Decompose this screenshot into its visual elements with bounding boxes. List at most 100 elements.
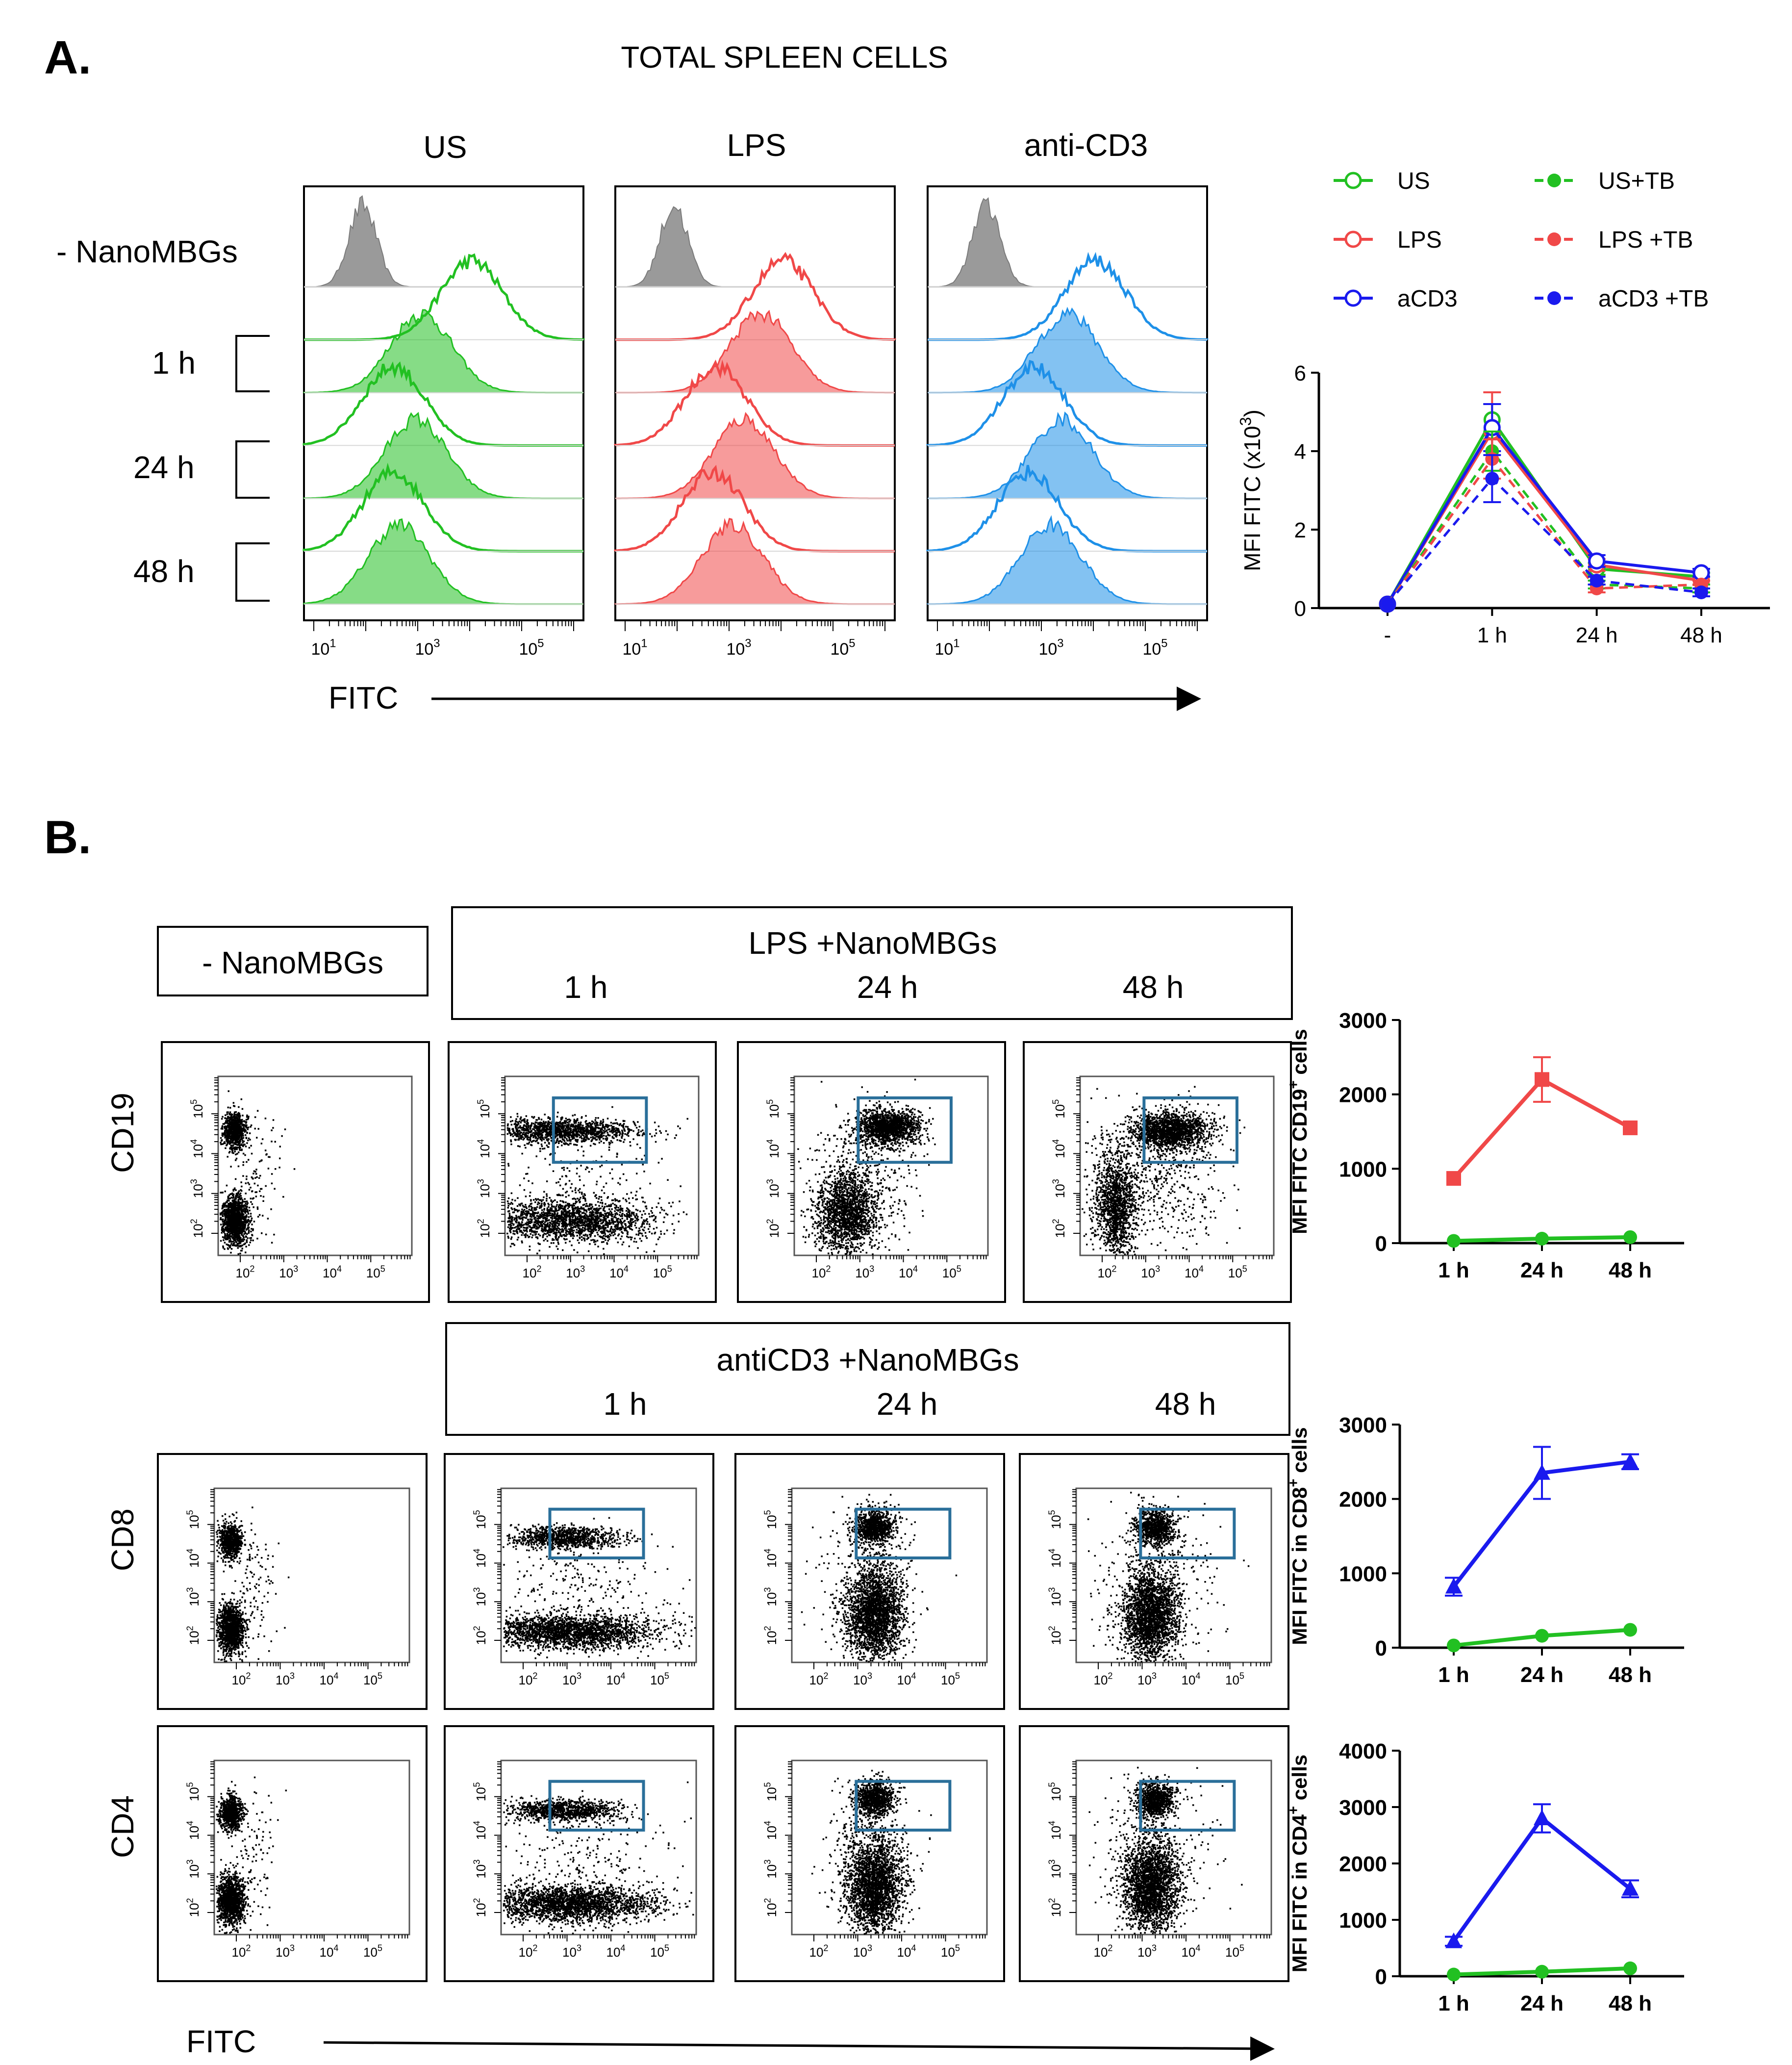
dotplot-xtick-text: 105 <box>366 1264 385 1280</box>
legend-label-2: aCD3 <box>1397 286 1458 312</box>
dotplot-inner-frame <box>213 1759 410 1936</box>
dotplot-xtick-text: 103 <box>1137 1671 1157 1687</box>
dotplot-xtick-text: 104 <box>606 1671 625 1687</box>
dot-cloud <box>1088 1766 1243 1935</box>
dotplot-xtick: 104 <box>897 1943 916 1960</box>
dotplot-xtick-text: 103 <box>276 1943 295 1960</box>
hist-ticklabel-lps-1-text: 103 <box>726 637 751 659</box>
row-label-24h: 24 h <box>133 450 195 485</box>
dotplot-ytick-text: 102 <box>476 1219 492 1238</box>
point-mfi_cd19-1-1 <box>1535 1231 1549 1246</box>
y-tick-label-mfi_cd8: 2000 <box>1339 1488 1387 1512</box>
dotplot-xtick: 105 <box>650 1671 669 1687</box>
point-mfi_total-2-2 <box>1588 552 1606 570</box>
dotplot-xtick-text: 105 <box>650 1943 669 1960</box>
dotplot-ytick-text: 105 <box>472 1510 488 1529</box>
dotplot-ytick-text: 105 <box>1047 1510 1063 1529</box>
hist-negative-us <box>303 195 583 287</box>
hist-ticklabel-us-2: 105 <box>519 637 544 659</box>
row-label-negative: - NanoMBGs <box>56 234 238 269</box>
dotplot-xtick-text: 102 <box>1093 1943 1112 1960</box>
hist-ticklabel-lps-2: 105 <box>830 637 855 659</box>
dotplot-ytick-text: 102 <box>1047 1626 1063 1645</box>
dot-cloud <box>801 1494 958 1663</box>
y-label-mfi_cd19: MFI FITC CD19+ cells <box>1286 1029 1311 1234</box>
dotplot-ytick: 104 <box>185 1821 202 1840</box>
dotplot-xtick-text: 102 <box>231 1943 251 1960</box>
dotplot-xtick-text: 102 <box>231 1671 251 1687</box>
gate-box <box>1139 1780 1236 1832</box>
dotplot-ytick-text: 104 <box>765 1139 782 1158</box>
dotplot-xtick: 105 <box>650 1943 669 1960</box>
dotplot-ytick-text: 104 <box>1047 1821 1063 1840</box>
dotplot-outer-frame <box>1019 1725 1289 1982</box>
lps-header-box <box>451 906 1293 1020</box>
hist-panel-us: 101 103 105 <box>303 185 585 659</box>
dotplot-xtick: 104 <box>319 1943 338 1960</box>
point-mfi_cd4-0-2 <box>1622 1880 1639 1896</box>
dot-cloud <box>220 1090 296 1255</box>
dotplot-inner-frame <box>213 1487 410 1663</box>
dotplot-ytick: 102 <box>189 1219 205 1238</box>
dotplot-ytick: 104 <box>189 1139 205 1158</box>
dotplot-xtick: 102 <box>809 1943 828 1960</box>
lps-time-48h: 48 h <box>1123 969 1184 1005</box>
dotplot-ytick: 105 <box>185 1782 202 1801</box>
dotplot-ytick: 102 <box>1047 1626 1063 1645</box>
dotplot-ytick: 104 <box>476 1139 492 1158</box>
mfi-total-chart: 0 2 4 6 - 1 h 24 h 48 h MFI FITC (x103) US LPS aCD3… <box>1237 168 1770 647</box>
x-tick-label-mfi_cd19: 24 h <box>1520 1258 1564 1282</box>
point-mfi_cd8-1-1 <box>1535 1629 1549 1643</box>
gate-box <box>552 1096 648 1164</box>
dotplot-xtick-text: 102 <box>809 1671 828 1687</box>
legend-label-3: US+TB <box>1598 168 1675 194</box>
dotplot-xtick-text: 104 <box>609 1264 629 1280</box>
series-line-mfi_total-2 <box>1386 425 1702 605</box>
gate-box <box>855 1507 952 1560</box>
dotplot-ytick: 104 <box>185 1549 202 1568</box>
dotplot-xtick: 104 <box>897 1671 916 1687</box>
dotplot-outer-frame <box>734 1453 1005 1710</box>
dotplot-xtick: 105 <box>941 1671 960 1687</box>
dotplot-ytick: 103 <box>185 1587 202 1606</box>
dotplot-ytick-text: 105 <box>762 1510 779 1529</box>
dotplot-xtick-text: 105 <box>941 1671 960 1687</box>
dotplot-ytick-text: 102 <box>762 1626 779 1645</box>
dotplot-ytick-text: 102 <box>472 1626 488 1645</box>
row-label-cd8: CD8 <box>105 1508 140 1571</box>
dotplot-xtick: 105 <box>363 1671 382 1687</box>
dotplot-ytick: 105 <box>476 1099 492 1119</box>
dotplot-xtick-text: 105 <box>363 1671 382 1687</box>
dotplot-ytick: 102 <box>762 1898 779 1917</box>
x-tick-label-mfi_total: 48 h <box>1680 623 1722 647</box>
dotplot-xtick: 105 <box>1225 1671 1244 1687</box>
col-title-anticd3: anti-CD3 <box>1024 127 1148 163</box>
hist-ticklabel-us-1: 103 <box>415 637 440 659</box>
row-label-cd19: CD19 <box>105 1093 140 1173</box>
dotplot-ytick: 105 <box>762 1782 779 1801</box>
dotplot-xtick: 102 <box>518 1671 537 1687</box>
dotplot-xtick-text: 104 <box>899 1264 918 1280</box>
x-tick-label-mfi_cd19: 1 h <box>1438 1258 1469 1282</box>
dotplot-xtick-text: 102 <box>518 1943 537 1960</box>
row-bracket-24h <box>235 440 270 499</box>
point-mfi_cd8-0-1 <box>1534 1464 1550 1480</box>
dotplot-ytick-text: 105 <box>472 1782 488 1801</box>
dotplot-outer-frame <box>157 1453 428 1710</box>
histogram-panels: 101 103 105 101 103 105 101 103 105 <box>303 185 1209 659</box>
dotplot-xtick-text: 103 <box>1141 1264 1160 1280</box>
dotplot-xtick: 105 <box>366 1264 385 1280</box>
dotplot-ytick-text: 104 <box>185 1821 202 1840</box>
dotplot-xtick: 104 <box>1181 1671 1200 1687</box>
dotplot-ytick-text: 105 <box>765 1099 782 1119</box>
dotplot-ytick: 102 <box>185 1898 202 1917</box>
dotplot-ytick: 103 <box>765 1179 782 1198</box>
dotplot-xtick-text: 102 <box>518 1671 537 1687</box>
point-mfi_total-5-2 <box>1590 574 1604 587</box>
dotplot-ytick: 104 <box>762 1549 779 1568</box>
x-tick-label-mfi_cd19: 48 h <box>1609 1258 1652 1282</box>
x-tick-label-mfi_total: 1 h <box>1477 623 1507 647</box>
hist-ticklabel-anticd3-2-text: 105 <box>1142 637 1167 659</box>
dotplot-outer-frame <box>444 1453 714 1710</box>
hist-ticklabel-anticd3-2: 105 <box>1142 637 1167 659</box>
